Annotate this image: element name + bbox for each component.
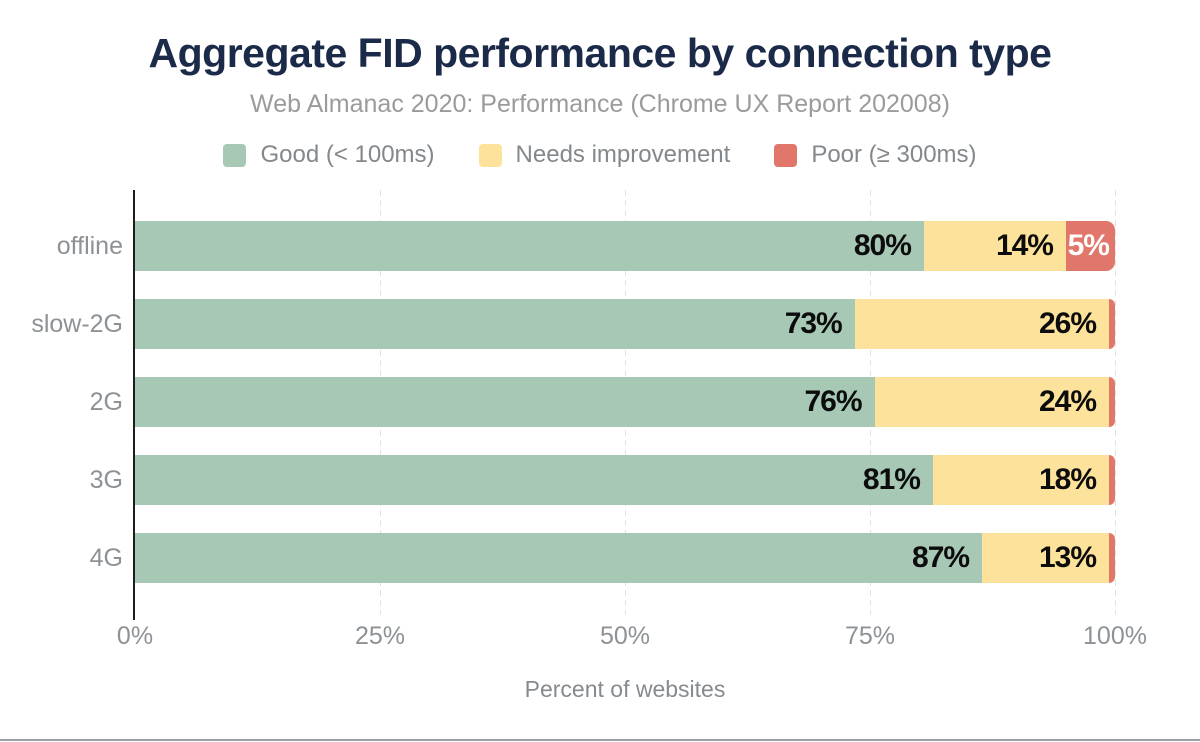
- bar-segment-good: 73%: [135, 299, 855, 349]
- legend-label: Good (< 100ms): [260, 141, 435, 168]
- category-label-offline: offline: [56, 232, 123, 260]
- bar-segment-good: 87%: [135, 533, 983, 583]
- legend-item-good: Good (< 100ms): [223, 141, 435, 169]
- bar-segment-good: 80%: [135, 221, 924, 271]
- bar-row-offline: 80% 14% 5%: [135, 221, 1115, 271]
- bar-value-label: 87%: [912, 541, 970, 574]
- x-tick-25%: 25%: [354, 622, 406, 650]
- figure-bottom-divider: [0, 739, 1200, 741]
- legend: Good (< 100ms) Needs improvement Poor (≥ 3…: [0, 138, 1200, 172]
- chart-title: Aggregate FID performance by connection …: [148, 30, 1052, 76]
- bar-segment-needs-improvement: 26%: [854, 299, 1109, 349]
- bar-row-slow-2G: 73% 26%: [135, 299, 1115, 349]
- legend-swatch-needs-improvement: [478, 143, 502, 167]
- x-tick-75%: 75%: [844, 622, 896, 650]
- bar-segment-poor: 5%: [1065, 221, 1115, 271]
- category-label-2G: 2G: [89, 388, 123, 416]
- x-tick-50%: 50%: [599, 622, 651, 650]
- bar-segment-poor: [1109, 299, 1115, 349]
- bar-value-label: 24%: [1038, 385, 1097, 418]
- bar-value-label: 76%: [804, 385, 862, 418]
- y-axis-line: [133, 190, 135, 620]
- plot-area: 80% 14% 5% offline 73% 26% slow-2G 76% 24% 2G 81% 1…: [31, 190, 1147, 702]
- bar-row-3G: 81% 18%: [135, 455, 1115, 505]
- bar-value-label: 18%: [1038, 463, 1097, 496]
- x-tick-100%: 100%: [1083, 622, 1147, 650]
- gridline-100: [1115, 190, 1116, 615]
- bar-value-label: 14%: [995, 229, 1054, 262]
- bar-row-4G: 87% 13%: [135, 533, 1115, 583]
- category-label-slow-2G: slow-2G: [31, 310, 123, 338]
- bar-segment-needs-improvement: 13%: [982, 533, 1109, 583]
- bar-segment-needs-improvement: 14%: [923, 221, 1066, 271]
- legend-swatch-poor: [774, 143, 798, 167]
- bar-value-label: 13%: [1038, 541, 1097, 574]
- bar-value-label: 26%: [1038, 307, 1097, 340]
- bar-value-label: 5%: [1067, 229, 1110, 262]
- category-label-3G: 3G: [89, 466, 123, 494]
- legend-item-needs-improvement: Needs improvement: [478, 141, 731, 169]
- bar-value-label: 81%: [862, 463, 921, 496]
- bar-segment-good: 76%: [135, 377, 875, 427]
- legend-item-poor: Poor (≥ 300ms): [774, 141, 977, 169]
- bar-value-label: 80%: [853, 229, 912, 262]
- bar-segment-needs-improvement: 24%: [874, 377, 1109, 427]
- x-tick-0%: 0%: [116, 622, 154, 650]
- bar-value-label: 73%: [784, 307, 843, 340]
- legend-label: Poor (≥ 300ms): [811, 141, 977, 168]
- bar-segment-poor: [1109, 377, 1115, 427]
- bar-segment-poor: [1109, 533, 1115, 583]
- bar-segment-poor: [1109, 455, 1115, 505]
- legend-label: Needs improvement: [515, 141, 731, 168]
- category-label-4G: 4G: [89, 544, 123, 572]
- bar-segment-needs-improvement: 18%: [932, 455, 1109, 505]
- x-axis-title: Percent of websites: [524, 676, 726, 702]
- bar-row-2G: 76% 24%: [135, 377, 1115, 427]
- legend-swatch-good: [223, 143, 247, 167]
- bar-segment-good: 81%: [135, 455, 933, 505]
- chart-subtitle: Web Almanac 2020: Performance (Chrome UX…: [250, 90, 950, 118]
